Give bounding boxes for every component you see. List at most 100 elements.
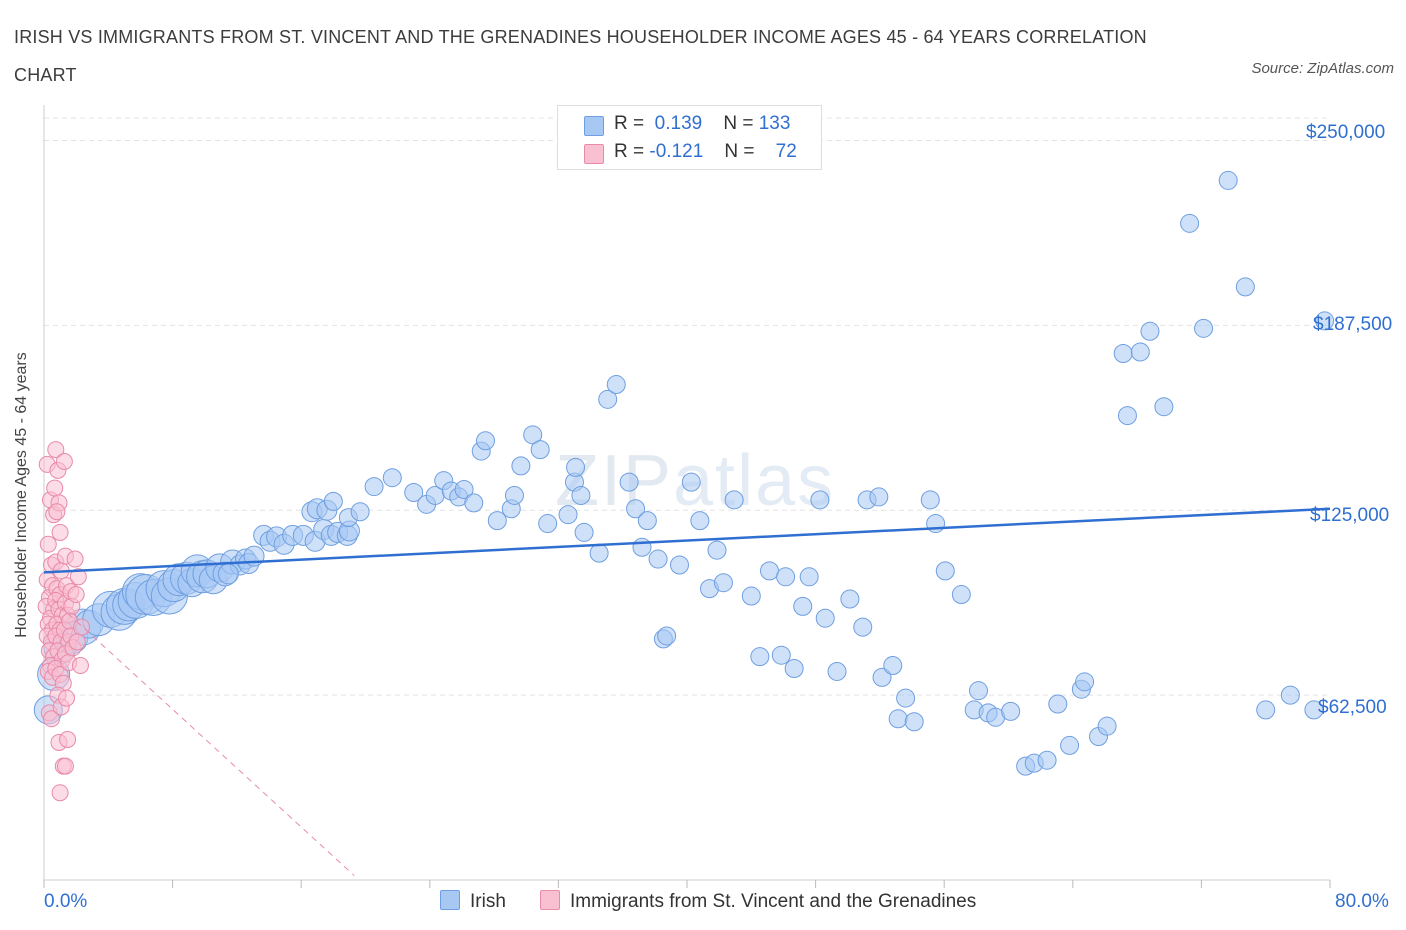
irish-point: [476, 431, 496, 451]
irish-point: [566, 457, 586, 477]
irish-point: [1218, 170, 1238, 190]
chart-title: IRISH VS IMMIGRANTS FROM ST. VINCENT AND…: [14, 27, 1147, 85]
irish-point: [793, 596, 813, 616]
irish-point: [454, 480, 474, 500]
irish-point: [487, 511, 507, 531]
x-tick-label: 0.0%: [44, 891, 88, 912]
irish-point: [1194, 318, 1214, 338]
irish-point: [724, 490, 744, 510]
irish-point: [382, 468, 402, 488]
r-label: R =: [614, 113, 645, 134]
irish-point: [648, 549, 668, 569]
immigrant-point: [56, 757, 74, 775]
irish-point: [1154, 397, 1174, 417]
r-value: 0.139: [654, 113, 703, 134]
immigrant-point: [66, 550, 84, 568]
immigrant-point: [39, 535, 57, 553]
irish-point: [1304, 700, 1324, 720]
irish-point: [951, 585, 971, 605]
irish-point: [968, 681, 988, 701]
immigrant-point: [71, 657, 89, 675]
y-tick-label: $250,000: [1306, 122, 1386, 143]
immigrant-point: [51, 523, 69, 541]
irish-trend-line: [43, 507, 1331, 574]
series-swatch-irish: [440, 890, 460, 910]
irish-point: [1140, 321, 1160, 341]
irish-point: [1130, 342, 1150, 362]
immigrant-point: [67, 586, 85, 604]
irish-point: [1001, 701, 1021, 721]
irish-point: [217, 563, 239, 585]
legend-swatch-irish: [584, 116, 604, 136]
irish-point: [1048, 694, 1068, 714]
irish-point: [538, 514, 558, 534]
irish-point: [810, 490, 830, 510]
irish-point: [872, 667, 892, 687]
series-legend-immigrants: Immigrants from St. Vincent and the Gren…: [540, 890, 976, 913]
irish-point: [558, 505, 578, 525]
immigrant-point: [69, 568, 87, 586]
irish-point: [464, 493, 484, 513]
irish-point: [511, 456, 531, 476]
immigrant-point: [58, 689, 76, 707]
irish-point: [707, 540, 727, 560]
irish-point: [1097, 716, 1117, 736]
n-value: 72: [775, 141, 797, 162]
y-tick-label: $187,500: [1313, 314, 1393, 335]
legend-swatch-immigrants: [584, 144, 604, 164]
y-tick-label: $125,000: [1310, 505, 1390, 526]
irish-point: [1060, 735, 1080, 755]
irish-point: [1315, 311, 1335, 331]
irish-point: [632, 537, 652, 557]
irish-point: [926, 514, 946, 534]
immigrant-point: [59, 730, 77, 748]
legend-text: R = 0.139 N = 133: [614, 113, 790, 135]
irish-point: [815, 608, 835, 628]
r-label: R =: [614, 141, 645, 162]
immigrant-point: [73, 618, 91, 636]
irish-point: [760, 561, 780, 581]
correlation-legend: R = 0.139 N = 133 R = -0.121 N = 72: [557, 105, 822, 170]
x-tick-label: 80.0%: [1335, 891, 1389, 912]
irish-point: [883, 656, 903, 676]
irish-point: [574, 522, 594, 542]
n-label: N =: [723, 113, 754, 134]
irish-point: [669, 555, 689, 575]
irish-point: [799, 567, 819, 587]
immigrant-point: [43, 710, 61, 728]
irish-point: [1117, 406, 1137, 426]
n-label: N =: [724, 141, 755, 162]
irish-point: [1113, 343, 1133, 363]
chart-source: Source: ZipAtlas.com: [1251, 60, 1394, 77]
irish-point: [598, 389, 618, 409]
irish-point: [606, 375, 626, 395]
irish-point: [1037, 750, 1057, 770]
irish-point: [888, 709, 908, 729]
series-swatch-immigrants: [540, 890, 560, 910]
irish-point: [1180, 213, 1200, 233]
series-label-irish: Irish: [470, 891, 506, 912]
irish-point: [637, 511, 657, 531]
irish-point: [896, 688, 916, 708]
irish-point: [1280, 685, 1300, 705]
series-legend-irish: Irish: [440, 890, 506, 913]
series-label-immigrants: Immigrants from St. Vincent and the Gren…: [570, 891, 977, 912]
irish-point: [776, 567, 796, 587]
irish-point: [571, 485, 591, 505]
irish-point: [869, 487, 889, 507]
irish-point: [681, 472, 701, 492]
irish-point: [1256, 700, 1276, 720]
irish-point: [840, 589, 860, 609]
irish-point: [619, 472, 639, 492]
irish-point: [935, 561, 955, 581]
r-value: -0.121: [649, 141, 704, 162]
irish-point: [504, 485, 524, 505]
irish-point: [904, 712, 924, 732]
immigrant-point: [68, 633, 86, 651]
irish-point: [1235, 277, 1255, 297]
irish-point: [530, 440, 550, 460]
irish-point: [350, 502, 370, 522]
irish-point: [364, 477, 384, 497]
irish-point: [920, 490, 940, 510]
irish-point: [853, 617, 873, 637]
